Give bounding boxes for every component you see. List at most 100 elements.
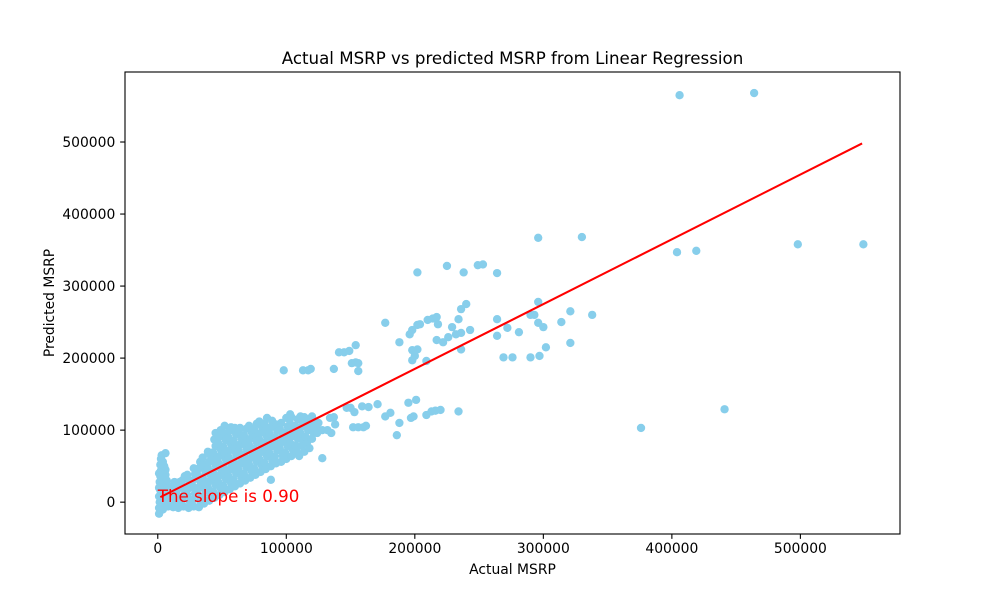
data-point	[415, 320, 425, 329]
x-axis: 0 100000 200000 300000 400000 500000	[153, 534, 827, 557]
data-point	[410, 351, 419, 361]
data-point	[183, 470, 192, 479]
data-point	[672, 248, 682, 257]
data-point	[208, 448, 218, 457]
data-point	[431, 406, 440, 415]
data-point	[444, 333, 453, 342]
data-point	[220, 421, 229, 430]
data-point	[307, 434, 317, 443]
data-point	[432, 335, 441, 345]
data-point	[720, 405, 729, 414]
data-point	[318, 454, 327, 463]
data-point	[492, 268, 502, 278]
data-point	[270, 452, 279, 461]
data-point	[183, 490, 192, 500]
x-tick-label: 100000	[260, 541, 313, 557]
data-point	[508, 353, 517, 362]
data-point	[541, 343, 551, 352]
data-point	[260, 458, 269, 467]
data-point	[433, 320, 443, 329]
data-point	[413, 268, 422, 277]
data-point	[514, 328, 524, 337]
data-point	[217, 482, 227, 491]
data-point	[229, 475, 238, 484]
data-point	[250, 464, 259, 473]
data-point	[503, 323, 512, 333]
x-tick-label: 500000	[774, 541, 827, 557]
data-point	[859, 240, 868, 249]
data-point	[329, 413, 339, 422]
data-point	[534, 297, 543, 307]
data-point	[219, 442, 228, 451]
data-point	[557, 317, 566, 327]
x-tick-label: 400000	[645, 541, 698, 557]
data-point	[499, 353, 508, 362]
data-point	[454, 407, 463, 416]
data-point	[285, 410, 295, 419]
data-point	[478, 260, 488, 269]
data-point	[306, 364, 315, 374]
data-point	[301, 432, 310, 441]
data-point	[229, 436, 238, 446]
data-point	[280, 448, 290, 457]
data-point	[535, 351, 544, 361]
y-tick-label: 200000	[62, 351, 115, 367]
data-point	[566, 307, 575, 316]
data-point	[357, 402, 367, 411]
data-point	[208, 487, 218, 496]
data-point	[198, 492, 207, 502]
data-point	[323, 425, 332, 435]
data-point	[492, 331, 502, 340]
data-point	[566, 338, 575, 348]
x-tick-label: 200000	[388, 541, 441, 557]
data-point	[636, 423, 646, 433]
data-point	[239, 469, 249, 479]
data-point	[381, 318, 390, 327]
data-point	[577, 232, 587, 242]
y-tick-label: 100000	[62, 423, 115, 439]
data-point	[350, 407, 359, 417]
data-point	[675, 91, 684, 100]
x-axis-label: Actual MSRP	[469, 562, 556, 578]
data-point	[351, 340, 360, 350]
data-point	[239, 431, 249, 440]
data-point	[330, 420, 340, 429]
data-point	[329, 364, 339, 374]
data-point	[266, 475, 276, 484]
data-point	[588, 310, 597, 320]
data-point	[354, 366, 363, 376]
data-point	[459, 268, 468, 277]
data-point	[404, 398, 413, 407]
y-tick-label: 500000	[62, 135, 115, 151]
data-point	[178, 495, 187, 505]
data-point	[539, 322, 548, 332]
x-tick-label: 300000	[517, 541, 570, 557]
data-point	[305, 443, 314, 453]
data-point	[456, 304, 466, 314]
data-point	[442, 261, 452, 271]
data-point	[373, 400, 382, 409]
y-axis-label: Predicted MSRP	[42, 249, 58, 357]
data-point	[162, 495, 171, 505]
y-tick-label: 400000	[62, 207, 115, 223]
data-point	[454, 315, 463, 324]
data-point	[235, 423, 245, 433]
slope-annotation: The slope is 0.90	[157, 487, 300, 506]
data-point	[392, 431, 401, 440]
data-point	[411, 395, 421, 405]
data-point	[492, 315, 502, 324]
data-point	[408, 325, 417, 335]
data-point	[438, 338, 448, 347]
y-axis: 0 100000 200000 300000 400000 500000	[62, 135, 125, 511]
data-point	[395, 418, 404, 428]
chart-title: Actual MSRP vs predicted MSRP from Linea…	[282, 49, 744, 68]
data-point	[462, 299, 471, 309]
data-point	[395, 338, 404, 347]
data-point	[188, 495, 197, 505]
data-point	[530, 310, 539, 320]
data-point	[413, 345, 422, 354]
y-tick-label: 300000	[62, 279, 115, 295]
data-point	[161, 449, 170, 458]
data-point	[364, 402, 373, 412]
